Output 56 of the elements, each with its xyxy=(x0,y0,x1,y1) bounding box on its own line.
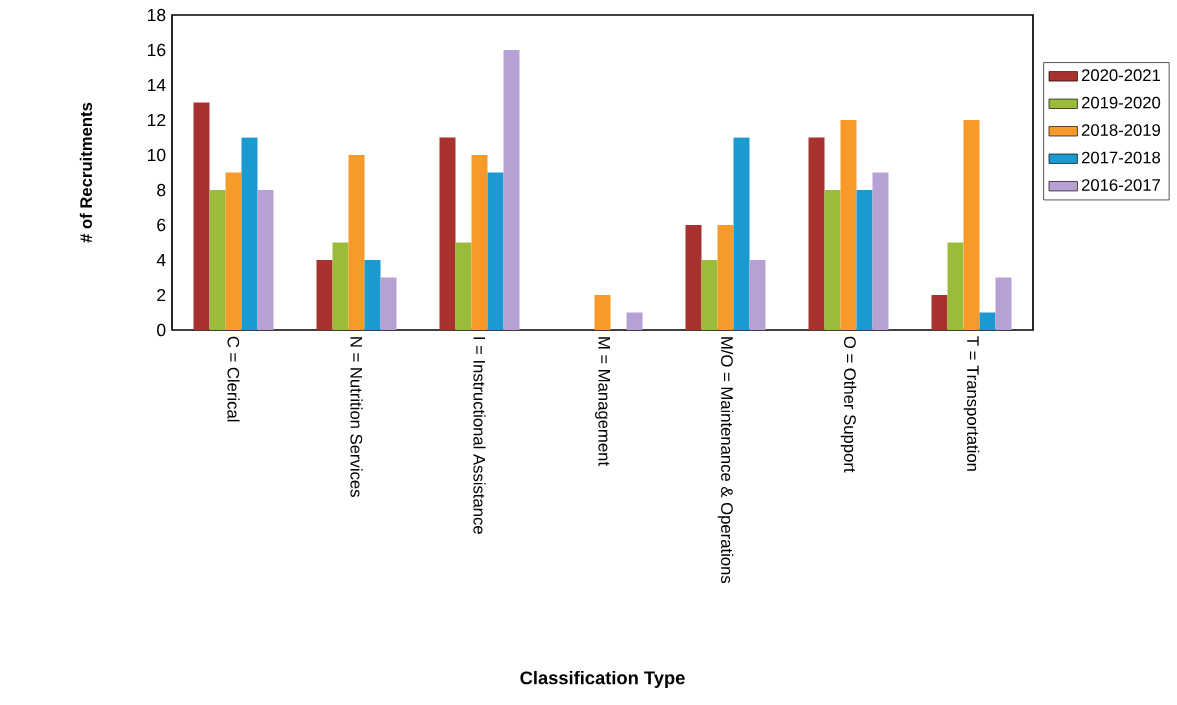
y-tick-label: 12 xyxy=(147,113,166,127)
bar xyxy=(439,137,456,330)
bar xyxy=(931,295,948,330)
bar xyxy=(487,172,504,330)
bar xyxy=(348,155,365,330)
bar xyxy=(872,172,889,330)
y-tick-label: 4 xyxy=(156,253,166,267)
x-tick-label: N = Nutrition Services xyxy=(350,337,363,497)
y-tick-label: 14 xyxy=(147,79,166,92)
y-tick-label: 0 xyxy=(157,323,166,337)
bar xyxy=(717,225,734,330)
legend-label: 2018-2019 xyxy=(1081,124,1161,136)
legend-label: 2020-2021 xyxy=(1081,69,1160,82)
bar xyxy=(808,137,825,330)
y-tick-label: 18 xyxy=(147,8,166,22)
bar xyxy=(594,295,611,330)
bar xyxy=(193,102,210,330)
bar xyxy=(947,242,964,330)
bar xyxy=(455,242,472,330)
x-tick-label: C = Clerical xyxy=(227,336,240,422)
x-tick-label: M = Management xyxy=(595,337,610,466)
bar xyxy=(979,312,996,330)
bar xyxy=(503,50,520,330)
bar xyxy=(209,190,226,330)
bar xyxy=(257,190,274,330)
x-tick-label: M/O = Maintenance & Operations xyxy=(717,337,734,584)
legend-label: 2017-2018 xyxy=(1081,151,1161,164)
x-tick-label: O = Other Support xyxy=(840,336,857,473)
x-axis-title: Classification Type xyxy=(520,670,685,688)
bar xyxy=(380,277,397,330)
bar xyxy=(332,242,349,330)
bar xyxy=(733,137,750,330)
y-axis-title: # of Recruitments xyxy=(79,102,93,243)
y-tick-label: 10 xyxy=(147,148,166,162)
bar xyxy=(364,260,381,330)
x-tick-label: I = Instructional Assistance xyxy=(473,337,486,534)
y-tick-label: 6 xyxy=(157,218,166,232)
y-tick-label: 16 xyxy=(147,43,166,57)
bar xyxy=(685,225,702,330)
bar xyxy=(824,190,841,330)
legend-label: 2016-2017 xyxy=(1081,179,1160,191)
bar xyxy=(856,190,873,330)
bar xyxy=(241,137,258,330)
bar xyxy=(963,120,980,330)
bar xyxy=(749,260,766,330)
bar xyxy=(626,312,643,330)
bar xyxy=(840,120,857,330)
bar xyxy=(995,277,1012,330)
y-tick-label: 2 xyxy=(157,288,166,302)
bar xyxy=(701,260,718,330)
bar xyxy=(471,155,488,330)
y-tick-label: 8 xyxy=(157,183,166,197)
bar xyxy=(316,260,333,330)
legend-label: 2019-2020 xyxy=(1081,96,1161,109)
x-tick-label: T = Transportation xyxy=(963,336,980,471)
bar xyxy=(225,172,242,330)
